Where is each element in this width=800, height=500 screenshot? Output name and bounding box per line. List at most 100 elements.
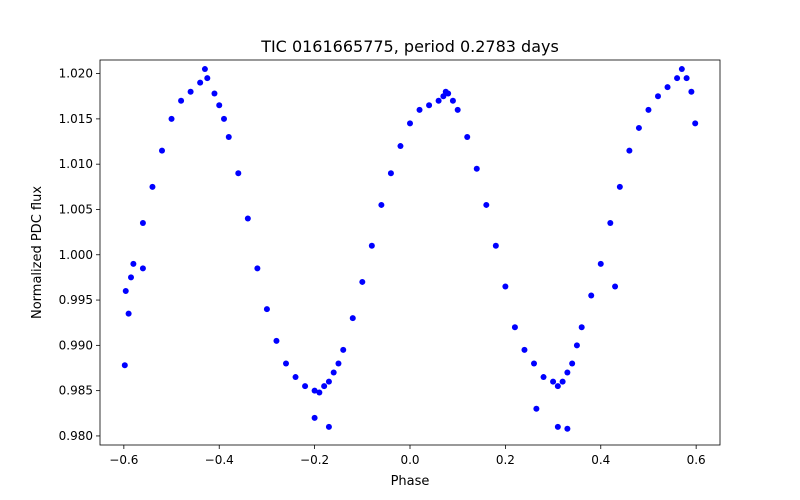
data-point: [225, 134, 232, 140]
data-point: [616, 183, 623, 190]
x-tick-label: 0.0: [400, 453, 419, 467]
data-point: [149, 183, 156, 190]
data-point: [442, 88, 449, 95]
x-tick-label: −0.4: [205, 453, 234, 467]
y-tick-label: 1.015: [59, 112, 93, 126]
data-point: [597, 260, 604, 267]
x-tick-label: 0.4: [591, 453, 610, 467]
data-point: [159, 147, 165, 154]
data-point: [692, 120, 699, 127]
data-point: [340, 346, 347, 353]
data-point: [564, 369, 571, 376]
data-point: [607, 220, 614, 227]
data-point: [128, 274, 134, 281]
x-tick-label: −0.6: [109, 453, 138, 467]
x-tick-label: 0.6: [687, 453, 706, 467]
data-point: [244, 215, 251, 222]
x-axis-label: Phase: [391, 474, 430, 489]
data-point: [311, 414, 318, 421]
data-point: [454, 106, 461, 113]
data-point: [349, 315, 356, 322]
data-point: [612, 283, 619, 290]
data-point: [502, 283, 509, 290]
data-point: [683, 75, 690, 82]
data-point: [378, 201, 385, 208]
data-point: [187, 88, 194, 95]
data-point: [130, 260, 137, 267]
data-point: [204, 75, 211, 82]
data-point: [464, 134, 471, 140]
chart-title: TIC 0161665775, period 0.2783 days: [260, 37, 559, 56]
y-tick-label: 0.990: [59, 338, 93, 352]
data-point: [564, 425, 571, 432]
data-point: [125, 310, 132, 317]
data-point: [178, 97, 185, 104]
data-point: [235, 170, 242, 177]
data-point: [550, 378, 557, 385]
y-tick-label: 1.020: [59, 67, 93, 81]
y-tick-label: 0.995: [59, 293, 93, 307]
data-point: [211, 90, 218, 97]
x-tick-label: −0.2: [300, 453, 329, 467]
data-point: [511, 324, 518, 331]
data-point: [688, 88, 695, 95]
data-point: [311, 387, 318, 394]
data-point: [554, 383, 561, 390]
data-point: [273, 337, 280, 344]
data-point: [397, 143, 404, 150]
y-tick-label: 1.010: [59, 157, 93, 171]
data-point: [426, 102, 433, 109]
data-point: [521, 346, 528, 353]
data-point: [559, 378, 566, 385]
data-point: [435, 97, 442, 104]
y-axis-label: Normalized PDC flux: [30, 186, 45, 319]
data-point: [292, 374, 299, 381]
data-point: [588, 292, 595, 299]
data-point: [139, 265, 146, 272]
data-point: [554, 423, 561, 430]
data-point: [626, 147, 633, 154]
data-point: [578, 324, 585, 331]
data-point: [321, 383, 328, 390]
data-point: [645, 106, 652, 113]
data-point: [168, 115, 175, 122]
data-point: [569, 360, 576, 367]
data-point: [440, 93, 447, 100]
data-point: [368, 242, 375, 249]
data-point: [325, 378, 332, 385]
data-point: [664, 84, 671, 91]
y-tick-label: 0.980: [59, 429, 93, 443]
data-point: [655, 93, 661, 100]
data-point: [216, 102, 223, 109]
data-point: [492, 242, 499, 249]
data-point: [201, 66, 208, 73]
y-tick-label: 1.000: [59, 248, 93, 262]
x-axis-ticks: −0.6 −0.4 −0.2 0.0 0.2 0.4 0.6: [109, 445, 706, 467]
data-point: [473, 165, 480, 172]
data-point: [387, 170, 394, 177]
data-point: [359, 278, 366, 285]
data-point: [316, 389, 323, 396]
data-point: [533, 405, 540, 412]
data-point: [122, 288, 129, 294]
y-tick-label: 1.005: [59, 202, 93, 216]
data-point: [449, 97, 456, 104]
data-point: [416, 106, 423, 113]
data-point: [121, 362, 128, 369]
data-point: [254, 265, 261, 272]
x-tick-label: 0.2: [496, 453, 515, 467]
data-point: [221, 115, 227, 122]
data-point: [540, 374, 547, 381]
data-point: [330, 369, 337, 376]
data-point: [635, 124, 642, 131]
data-point: [573, 342, 580, 349]
y-tick-label: 0.985: [59, 384, 93, 398]
scatter-points: [121, 66, 699, 432]
data-point: [197, 79, 204, 86]
data-point: [407, 120, 413, 127]
data-point: [325, 423, 332, 430]
plot-background: [100, 60, 720, 445]
data-point: [263, 306, 270, 313]
